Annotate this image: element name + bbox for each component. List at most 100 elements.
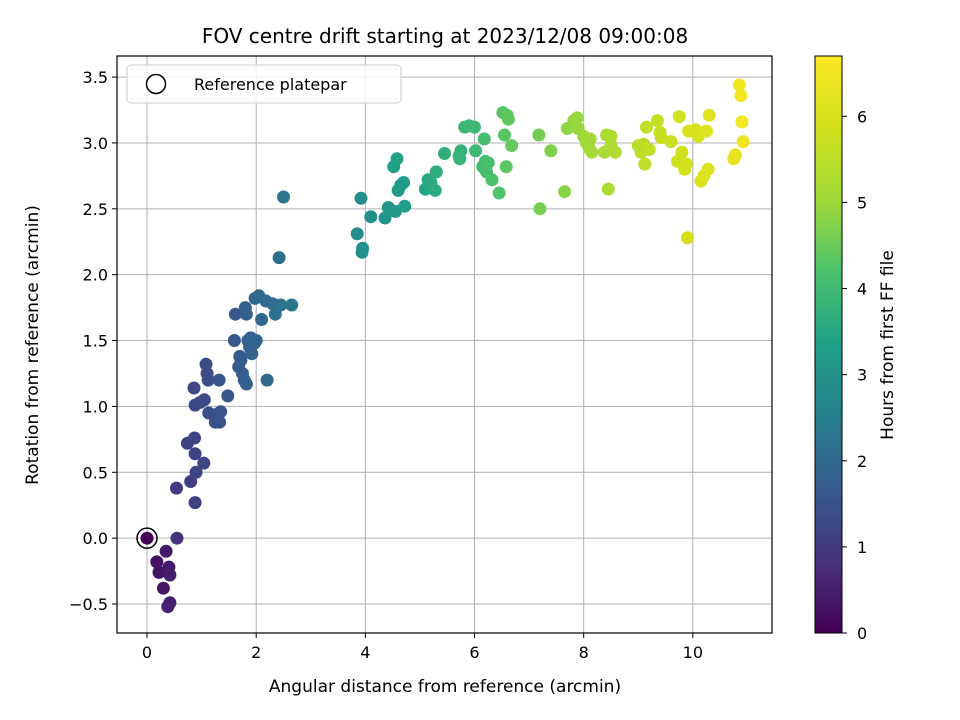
data-point <box>700 124 713 138</box>
x-tick-label: 8 <box>579 643 589 662</box>
colorbar-tick-label: 1 <box>857 538 867 557</box>
y-tick-label: 0.0 <box>83 529 108 548</box>
x-tick-label: 10 <box>683 643 703 662</box>
data-point <box>485 173 499 187</box>
data-point <box>188 496 202 510</box>
data-point <box>156 581 170 595</box>
colorbar-tick-label: 5 <box>857 193 867 212</box>
data-point <box>679 157 693 171</box>
x-axis-label: Angular distance from reference (arcmin) <box>269 677 621 697</box>
x-tick-label: 2 <box>251 643 261 662</box>
data-point <box>501 112 515 126</box>
y-tick-label: 3.0 <box>83 134 108 153</box>
data-point <box>499 160 513 174</box>
y-tick-label: 2.0 <box>83 266 108 285</box>
data-point <box>272 251 286 265</box>
data-point <box>212 373 226 387</box>
data-point <box>249 334 263 347</box>
data-point <box>492 186 506 200</box>
data-point <box>429 165 443 179</box>
data-point <box>197 393 211 407</box>
colorbar-tick-label: 0 <box>857 624 867 643</box>
data-point <box>197 456 211 470</box>
data-point <box>397 176 411 189</box>
data-point <box>170 481 183 495</box>
data-point <box>732 78 746 92</box>
colorbar <box>814 55 843 634</box>
y-tick-label: 2.5 <box>83 200 108 219</box>
colorbar-ticks: 0 1 2 3 4 5 6 <box>842 107 867 643</box>
data-point <box>532 128 546 142</box>
colorbar-tick-label: 4 <box>857 280 867 299</box>
legend: Reference platepar <box>126 64 402 104</box>
data-point <box>355 245 369 259</box>
data-point <box>188 447 202 461</box>
data-point <box>188 431 201 445</box>
data-point <box>640 120 653 134</box>
data-point <box>234 353 248 367</box>
data-point <box>221 389 235 403</box>
data-point <box>675 145 689 159</box>
data-point <box>680 231 694 245</box>
x-axis-ticks: 0 2 4 6 8 10 <box>142 633 703 662</box>
data-point <box>260 373 274 387</box>
data-point <box>453 152 467 166</box>
data-point <box>601 182 615 196</box>
data-point <box>438 147 451 160</box>
data-point <box>702 108 716 122</box>
data-point <box>213 415 227 429</box>
data-point <box>159 544 173 558</box>
data-point <box>654 131 668 145</box>
y-tick-label: 1.0 <box>83 397 108 416</box>
data-point <box>468 120 481 134</box>
data-point <box>728 148 742 162</box>
data-point <box>277 190 290 204</box>
y-tick-label: −0.5 <box>69 595 108 614</box>
reference-marker-group <box>136 527 158 549</box>
data-point <box>672 110 686 124</box>
data-point <box>642 143 656 156</box>
data-point <box>390 152 404 166</box>
plot-frame <box>116 55 773 634</box>
data-point <box>239 307 253 321</box>
y-axis-ticks: −0.5 0.0 0.5 1.0 1.5 2.0 2.5 3.0 3.5 <box>69 68 117 614</box>
data-point <box>469 144 483 158</box>
data-point <box>150 555 164 569</box>
data-point <box>239 377 253 391</box>
data-point <box>664 135 678 149</box>
data-point <box>570 111 584 125</box>
data-point <box>608 145 622 159</box>
x-tick-label: 6 <box>469 643 479 662</box>
data-point <box>505 139 519 153</box>
data-point <box>736 135 750 149</box>
data-point <box>274 298 288 312</box>
legend-box <box>126 64 402 104</box>
legend-marker-icon <box>145 73 167 95</box>
data-point <box>285 298 299 312</box>
y-tick-label: 1.5 <box>83 332 108 351</box>
data-point <box>354 191 368 205</box>
data-point <box>604 129 618 143</box>
data-point <box>583 132 597 146</box>
data-point <box>227 334 241 347</box>
data-point <box>498 128 511 142</box>
data-point <box>398 199 412 213</box>
data-point <box>201 373 215 387</box>
data-point <box>701 162 715 176</box>
data-point <box>481 156 495 170</box>
colorbar-tick-label: 2 <box>857 452 867 471</box>
data-point <box>533 202 547 216</box>
data-point <box>585 145 599 159</box>
data-point <box>477 132 491 146</box>
data-point <box>364 210 378 224</box>
data-point <box>187 381 201 395</box>
data-point <box>558 185 572 199</box>
colorbar-label: Hours from first FF file <box>878 250 898 440</box>
data-point <box>350 227 364 241</box>
data-point <box>163 568 177 582</box>
x-tick-label: 0 <box>142 643 152 662</box>
data-point <box>189 465 203 479</box>
data-point <box>245 347 259 361</box>
reference-marker-icon <box>136 527 158 549</box>
